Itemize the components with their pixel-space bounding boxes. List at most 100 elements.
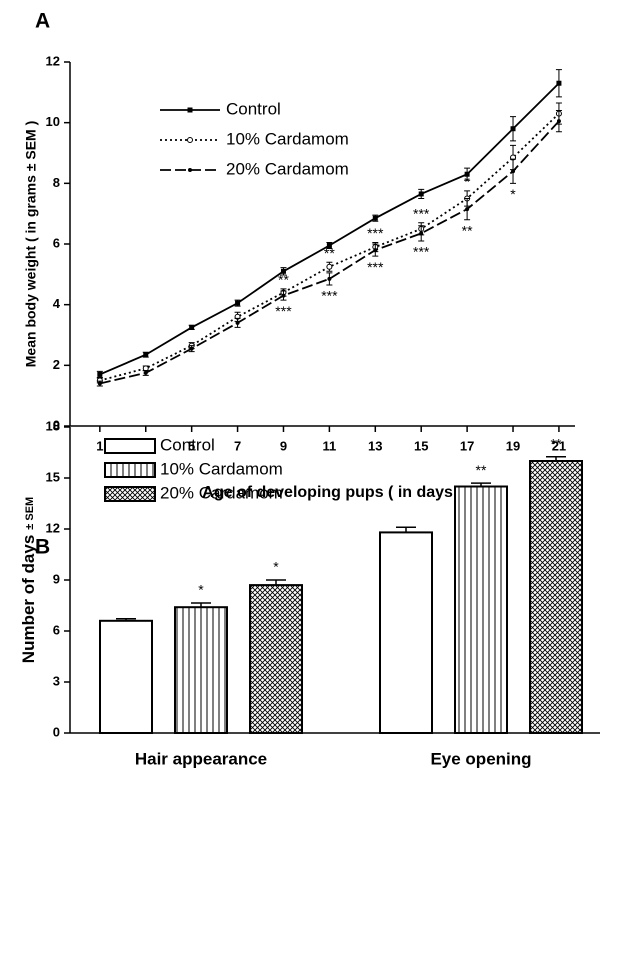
significance-label: *** xyxy=(321,288,338,304)
bar xyxy=(529,460,583,734)
y-tick-label: 18 xyxy=(46,418,60,433)
point xyxy=(143,352,149,358)
error-bar xyxy=(546,456,566,461)
bar xyxy=(379,531,433,735)
error-bar xyxy=(116,618,136,621)
significance-label: ** xyxy=(476,462,487,478)
error-bar xyxy=(266,579,286,586)
error-bar xyxy=(471,482,491,487)
legend-label: 10% Cardamom xyxy=(226,129,349,148)
series xyxy=(96,69,562,378)
legend-swatch xyxy=(104,462,156,478)
point xyxy=(556,119,561,124)
y-tick-label: 6 xyxy=(53,622,60,637)
legend-swatch xyxy=(104,486,156,502)
point xyxy=(327,276,332,281)
line xyxy=(99,120,560,385)
bar xyxy=(174,606,228,735)
legend-label: Control xyxy=(160,435,215,454)
x-tick-label: 5 xyxy=(188,438,195,453)
significance-label: *** xyxy=(413,244,430,260)
legend-label: 20% Cardamom xyxy=(160,483,283,502)
point xyxy=(143,370,148,375)
x-tick-label: 7 xyxy=(234,438,241,453)
legend-label: Control xyxy=(226,99,281,118)
significance-label: ** xyxy=(278,272,289,288)
y-tick-label: 2 xyxy=(53,357,60,372)
bar xyxy=(454,485,508,734)
x-tick-label: Eye opening xyxy=(430,749,531,768)
x-tick-label: Hair appearance xyxy=(135,749,267,768)
significance-label: * xyxy=(273,559,279,575)
point xyxy=(373,248,378,253)
bar xyxy=(99,619,153,734)
point xyxy=(372,215,378,221)
panel-label: B xyxy=(35,536,50,559)
significance-label: ** xyxy=(551,435,562,451)
point xyxy=(281,293,286,298)
point xyxy=(464,171,470,177)
y-tick-label: 0 xyxy=(53,417,60,432)
significance-label: * xyxy=(198,582,204,598)
significance-label: *** xyxy=(367,225,384,241)
point xyxy=(511,169,516,174)
point xyxy=(326,263,333,270)
point xyxy=(510,126,516,132)
x-tick-label: 11 xyxy=(323,438,337,453)
y-axis-title-main: Number of days xyxy=(19,535,38,663)
y-tick-label: 12 xyxy=(46,520,60,535)
x-tick-label: 21 xyxy=(552,438,566,453)
point xyxy=(326,243,332,249)
point xyxy=(189,324,195,330)
significance-label: *** xyxy=(413,205,430,221)
x-tick-label: 9 xyxy=(280,438,287,453)
significance-label: *** xyxy=(367,259,384,275)
point xyxy=(418,191,424,197)
significance-label: *** xyxy=(275,303,292,319)
legend-label: 10% Cardamom xyxy=(160,459,283,478)
legend-marker xyxy=(188,168,192,172)
x-tick-label: 15 xyxy=(414,438,428,453)
x-tick-label: 1 xyxy=(96,438,103,453)
y-axis-title: Mean body weight ( in grams ± SEM ) xyxy=(23,121,39,367)
significance-label: * xyxy=(464,174,470,190)
point xyxy=(97,371,103,377)
point xyxy=(235,300,241,306)
error-bar xyxy=(396,526,416,533)
y-tick-label: 12 xyxy=(46,53,60,68)
x-tick-label: 17 xyxy=(460,438,474,453)
y-tick-label: 10 xyxy=(46,114,60,129)
legend-marker xyxy=(187,137,193,143)
x-axis-title: Age of developing pups ( in days ) xyxy=(202,484,462,501)
series: *********** xyxy=(96,102,562,384)
point xyxy=(97,381,102,386)
line xyxy=(99,82,560,376)
error-bar xyxy=(191,602,211,608)
line xyxy=(99,112,560,382)
y-tick-label: 4 xyxy=(53,296,61,311)
y-axis-title-unit: ± SEM xyxy=(24,497,36,530)
significance-label: ** xyxy=(462,222,473,238)
y-tick-label: 8 xyxy=(53,175,60,190)
x-tick-label: 19 xyxy=(506,438,520,453)
legend-marker xyxy=(187,107,193,113)
y-tick-label: 9 xyxy=(53,571,60,586)
panel-label: A xyxy=(35,10,50,33)
x-tick-label: 13 xyxy=(368,438,382,453)
y-tick-label: 6 xyxy=(53,235,60,250)
legend-label: 20% Cardamom xyxy=(226,159,349,178)
point xyxy=(189,346,194,351)
significance-label: * xyxy=(510,186,516,202)
point xyxy=(556,80,562,86)
y-tick-label: 0 xyxy=(53,724,60,739)
point xyxy=(465,207,470,212)
point xyxy=(280,268,286,274)
y-axis-title: Number of days ± SEM xyxy=(19,497,38,663)
bar xyxy=(249,584,303,734)
y-tick-label: 15 xyxy=(46,469,60,484)
legend-swatch xyxy=(104,438,156,454)
point xyxy=(235,320,240,325)
point xyxy=(419,231,424,236)
y-tick-label: 3 xyxy=(53,673,60,688)
